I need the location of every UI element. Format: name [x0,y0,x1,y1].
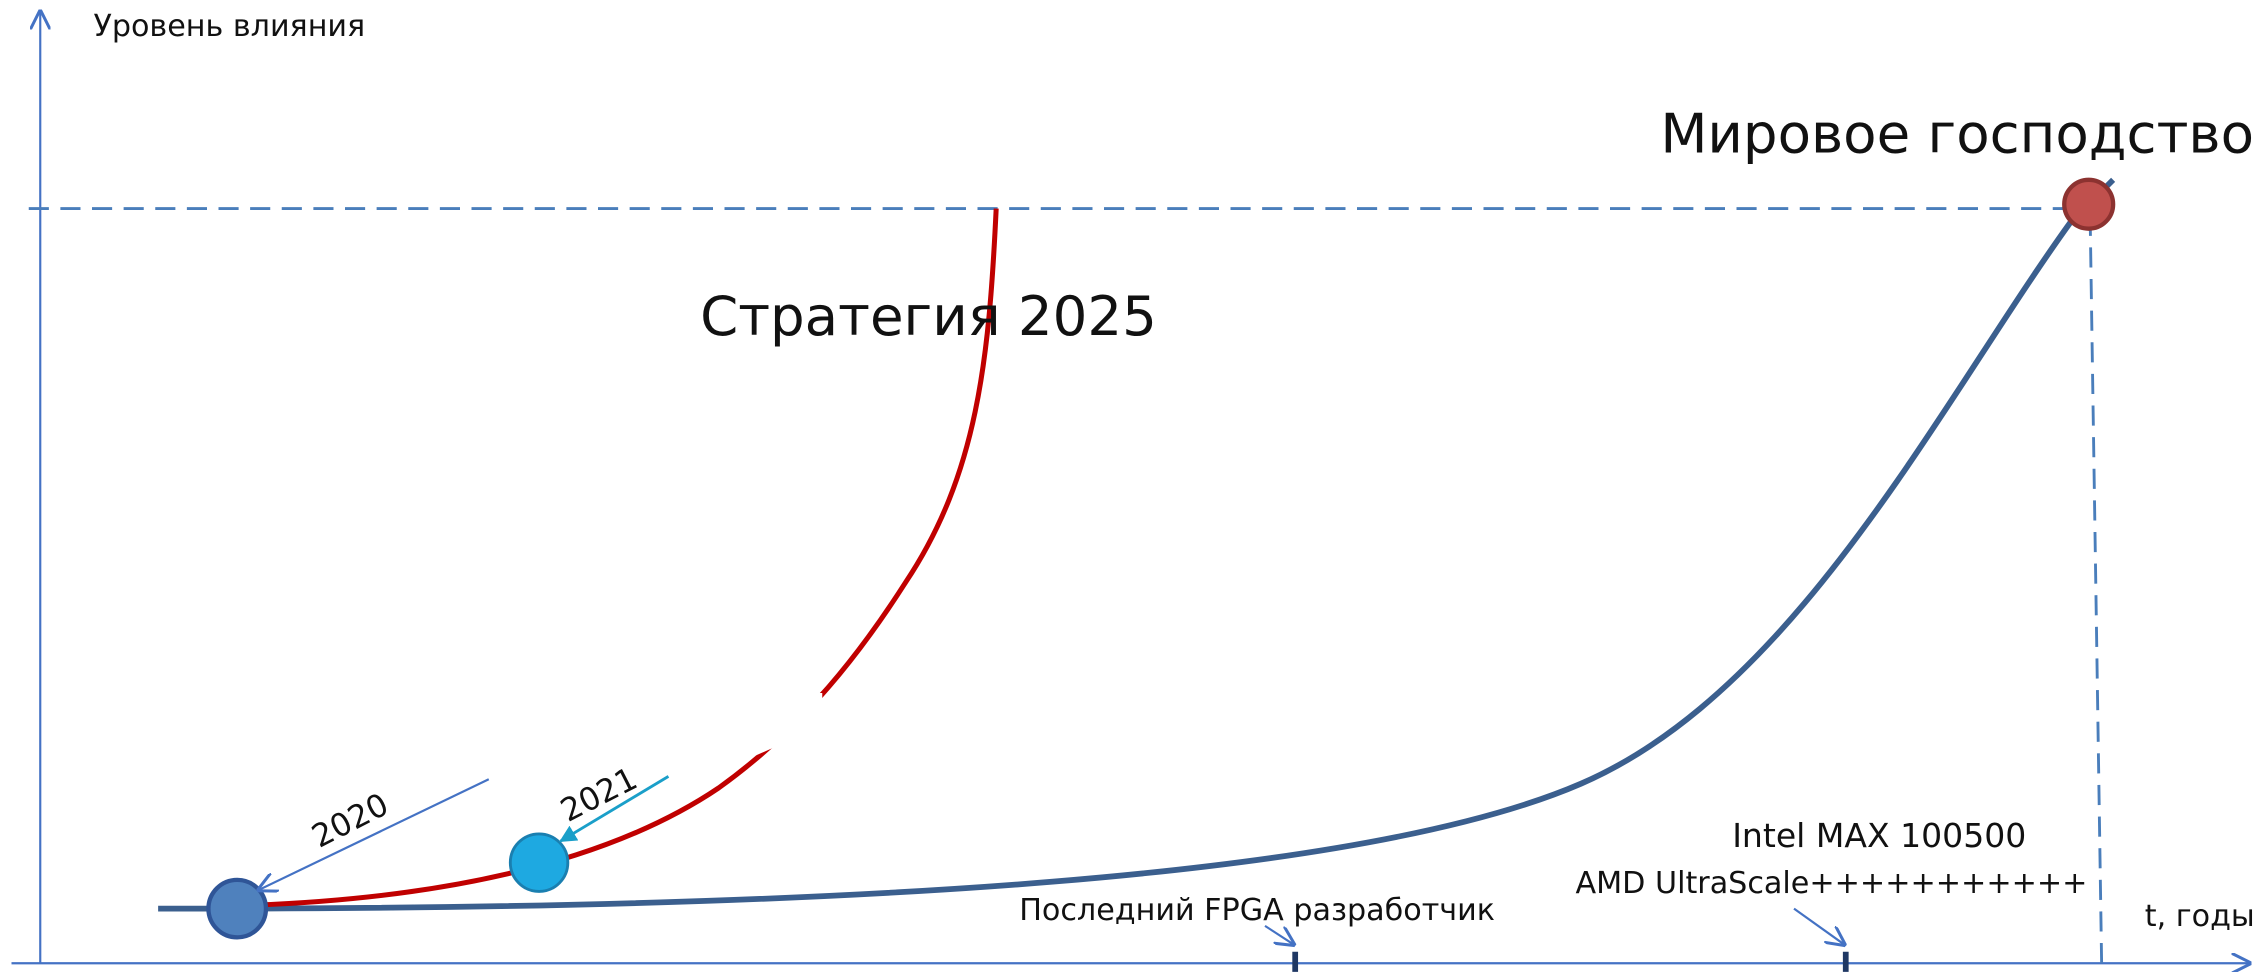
goal-point [2062,177,2116,231]
point-2020 [206,877,269,940]
arrow-fpga [1264,924,1294,945]
target-time-line [2088,215,2104,964]
milestone-label: AMD UltraScale+++++++++++ [1576,866,2088,901]
realistic-curve [158,177,2116,912]
occlusion [488,693,823,784]
goal-label: Мировое господство [1660,102,2254,166]
x-axis-label: t, годы [2145,899,2254,934]
point-2021 [508,832,570,893]
arrow-2020 [259,778,490,890]
arrow-fpga-chips [1793,907,1844,945]
arrow-2021 [559,775,670,843]
milestone-label: Последний FPGA разработчик [1019,893,1495,928]
y-axis-label: Уровень влияния [93,9,365,44]
milestone-label: Intel MAX 100500 [1732,816,2026,855]
strategy-label: Стратегия 2025 [700,284,1157,348]
